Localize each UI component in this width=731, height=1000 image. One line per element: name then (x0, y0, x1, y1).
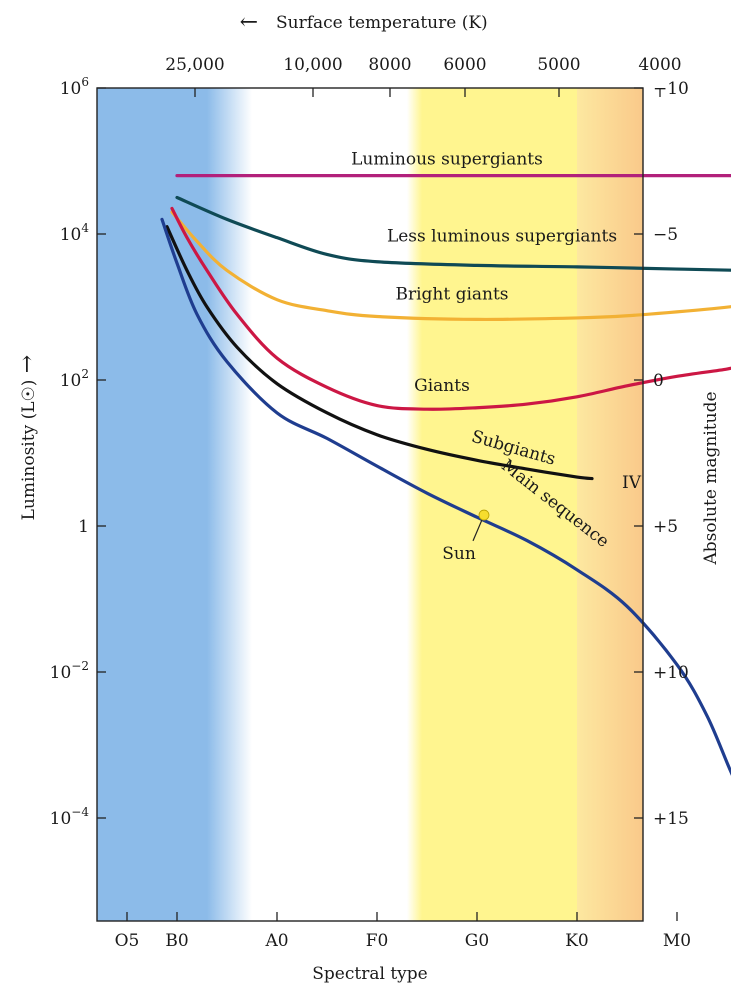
curve-subgiants (165, 225, 594, 481)
magnitude-tick-label: +15 (653, 809, 689, 829)
temperature-tick-label: 10,000 (283, 55, 342, 75)
magnitude-tick-label: −5 (653, 225, 678, 245)
luminosity-tick-label: 1 (78, 517, 89, 537)
magnitude-tick-label: −10 (653, 79, 689, 99)
spectral-tick-label: M0 (663, 931, 691, 951)
luminosity-tick-label: 10−2 (50, 659, 89, 683)
spectral-tick-label: A0 (264, 931, 288, 951)
luminosity-tick-label: 102 (60, 367, 89, 391)
spectral-tick-label: G0 (465, 931, 489, 951)
spectral-tick-label: O5 (115, 931, 140, 951)
sun-label: Sun (442, 544, 476, 564)
magnitude-tick-label: +5 (653, 517, 678, 537)
y-axis-arrow: → (15, 355, 40, 373)
spectral-tick-label: B0 (165, 931, 188, 951)
temperature-tick-label: 6000 (443, 55, 486, 75)
luminosity-tick-label: 10−4 (50, 805, 90, 829)
temperature-tick-label: 8000 (368, 55, 411, 75)
magnitude-tick-label: 0 (653, 371, 664, 391)
plot-frame (96, 87, 644, 922)
plot-border (96, 87, 644, 922)
x-axis-title: Spectral type (312, 964, 427, 984)
curve-label-giants: Giants (414, 376, 470, 396)
top-axis-title: Surface temperature (K) (276, 13, 488, 33)
curve-label-bright-giants: Bright giants (395, 285, 508, 305)
luminosity-tick-label: 106 (60, 75, 89, 99)
luminosity-tick-label: 104 (60, 221, 90, 245)
y-axis-title: Luminosity (L☉) (19, 380, 39, 521)
magnitude-tick-label: +10 (653, 663, 689, 683)
curve-main-sequence (160, 217, 731, 776)
band-white (252, 88, 407, 921)
class-label-iv: IV (622, 473, 642, 493)
spectral-tick-label: K0 (565, 931, 589, 951)
curve-giants (170, 206, 731, 411)
luminosity-class-curves (160, 174, 731, 776)
band-orange (577, 88, 643, 921)
curve-label-less-luminous-supergiants: Less luminous supergiants (387, 226, 617, 246)
temperature-tick-label: 25,000 (165, 55, 224, 75)
temperature-tick-label: 5000 (537, 55, 580, 75)
curve-label-luminous-supergiants: Luminous supergiants (351, 150, 543, 170)
axis-ticks: O5B0A0F0G0K0M0M825,00010,000800060005000… (50, 55, 691, 951)
y2-axis-title: Absolute magnitude (701, 391, 721, 565)
band-white-to-yellow (407, 88, 422, 921)
curve-bright-giants (170, 210, 731, 322)
top-axis-arrow: ← (240, 10, 258, 35)
band-blue (97, 88, 207, 921)
spectral-tick-label: F0 (366, 931, 389, 951)
curve-less-luminous-supergiants (175, 195, 731, 272)
temperature-tick-label: 4000 (638, 55, 681, 75)
sun-marker (478, 509, 490, 521)
